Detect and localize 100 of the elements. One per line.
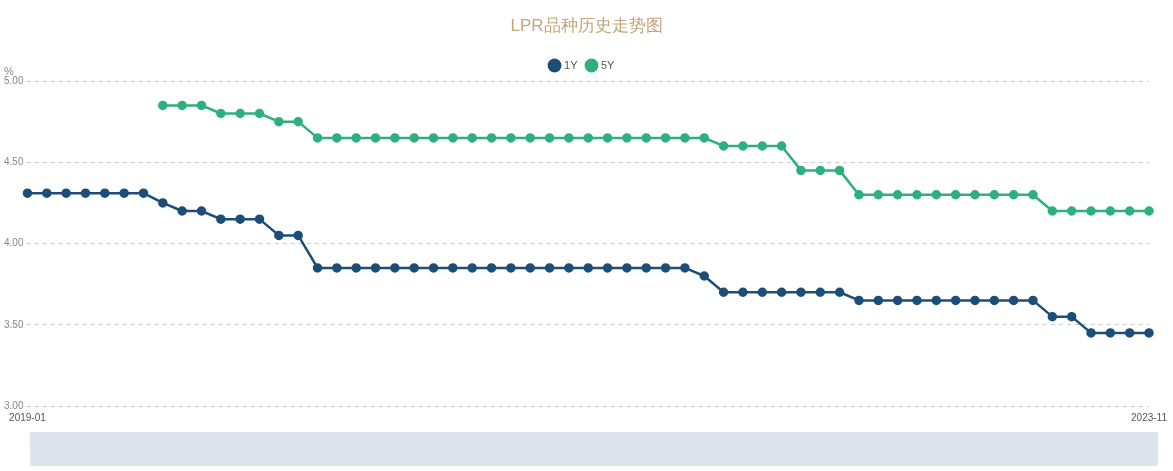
point <box>873 190 884 200</box>
point <box>970 295 980 306</box>
point <box>660 133 671 143</box>
y-tick-label: 3.50 <box>3 318 24 330</box>
point <box>718 141 729 151</box>
point <box>912 190 922 200</box>
point <box>544 263 555 273</box>
point <box>1124 328 1135 338</box>
point <box>428 263 439 273</box>
point <box>138 188 149 198</box>
point <box>641 133 651 143</box>
point <box>1124 206 1135 216</box>
point <box>467 263 477 273</box>
point <box>757 141 768 151</box>
point <box>1066 311 1077 322</box>
point <box>1028 190 1038 200</box>
point <box>1028 295 1038 306</box>
point <box>1047 311 1058 322</box>
point <box>776 287 787 297</box>
point <box>1144 328 1154 338</box>
point <box>854 295 864 306</box>
point <box>293 116 303 127</box>
point <box>718 287 729 297</box>
point <box>254 214 265 224</box>
point <box>274 116 284 127</box>
point <box>564 263 574 273</box>
point <box>274 230 284 241</box>
x-tick-label: 2023-11 <box>1131 411 1168 423</box>
point <box>757 287 768 297</box>
point <box>158 198 168 208</box>
point <box>196 206 207 216</box>
point <box>564 133 574 143</box>
point <box>1144 206 1154 216</box>
point <box>950 295 961 306</box>
point <box>989 295 1000 306</box>
point <box>80 188 91 198</box>
point <box>834 287 845 297</box>
point <box>622 263 632 273</box>
point <box>332 133 342 143</box>
point <box>216 108 226 119</box>
point <box>1086 206 1096 216</box>
point <box>448 263 458 273</box>
point <box>409 263 419 273</box>
point <box>158 100 168 111</box>
point <box>312 133 323 143</box>
point <box>680 133 690 143</box>
point <box>834 165 845 176</box>
point <box>1066 206 1077 216</box>
point <box>390 133 400 143</box>
point <box>622 133 632 143</box>
point <box>42 188 52 198</box>
point <box>1105 206 1116 216</box>
point <box>293 230 303 241</box>
point <box>892 190 903 200</box>
point <box>1008 295 1019 306</box>
point <box>506 263 516 273</box>
point <box>989 190 1000 200</box>
point <box>61 188 71 198</box>
point <box>776 141 787 151</box>
point <box>796 287 806 297</box>
point <box>950 190 961 200</box>
point <box>448 133 458 143</box>
point <box>351 133 361 143</box>
point <box>854 190 864 200</box>
point <box>873 295 884 306</box>
point <box>970 190 980 200</box>
point <box>660 263 671 273</box>
point <box>1008 190 1019 200</box>
point <box>525 133 535 143</box>
point <box>641 263 651 273</box>
x-tick-label: 2019-01 <box>9 411 47 423</box>
point <box>177 206 187 216</box>
point <box>119 188 129 198</box>
point <box>486 133 497 143</box>
chart-title: LPR品种历史走势图 <box>509 15 664 37</box>
point <box>931 295 942 306</box>
point <box>602 133 613 143</box>
point <box>892 295 903 306</box>
point <box>235 214 245 224</box>
point <box>544 133 555 143</box>
point <box>815 287 826 297</box>
point <box>390 263 400 273</box>
point <box>467 133 477 143</box>
point <box>583 133 593 143</box>
point <box>680 263 690 273</box>
legend-label: 1Y <box>564 58 579 71</box>
point <box>100 188 110 198</box>
point <box>1086 328 1096 338</box>
point <box>699 271 710 281</box>
point <box>583 263 593 273</box>
y-tick-label: 5.00 <box>3 74 24 86</box>
point <box>815 165 826 176</box>
point <box>1105 328 1116 338</box>
point <box>370 133 381 143</box>
point <box>931 190 942 200</box>
point <box>177 100 187 111</box>
point <box>370 263 381 273</box>
y-tick-label: 4.50 <box>3 156 24 167</box>
point <box>506 133 516 143</box>
point <box>796 165 806 176</box>
